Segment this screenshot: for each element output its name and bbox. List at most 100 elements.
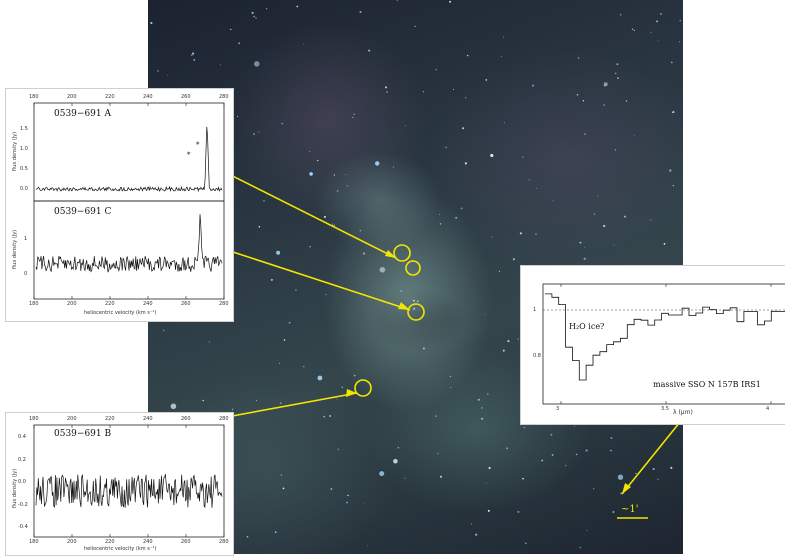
- star: [603, 224, 606, 228]
- star: [504, 122, 505, 124]
- y-tick-label-a: 0.5: [20, 166, 28, 172]
- star: [619, 13, 622, 16]
- star: [333, 174, 336, 176]
- top-tick-label-b: 180: [29, 416, 39, 422]
- star: [507, 340, 510, 343]
- y-tick-label-b: 0.2: [18, 456, 26, 463]
- star: [317, 375, 323, 381]
- y-tick-label-a: 0.0: [20, 186, 28, 192]
- star: [633, 29, 635, 31]
- star: [522, 156, 524, 158]
- star: [414, 25, 416, 28]
- star: [582, 100, 585, 102]
- star: [464, 162, 467, 165]
- source-b-label: 0539−691 B: [54, 429, 112, 439]
- ir-spectrum-trace: [545, 293, 785, 381]
- star: [669, 169, 672, 172]
- star: [362, 252, 365, 255]
- arrowhead-c: [398, 302, 410, 310]
- star: [462, 127, 465, 130]
- arrowhead-b: [346, 389, 357, 397]
- star: [635, 472, 637, 475]
- star: [337, 448, 339, 450]
- star: [617, 77, 619, 80]
- star: [656, 20, 659, 23]
- star: [671, 61, 673, 64]
- star: [541, 459, 544, 462]
- star: [380, 71, 382, 73]
- bottom-tick-label: 180: [29, 301, 39, 307]
- star: [670, 466, 673, 469]
- top-tick-label: 200: [67, 94, 77, 100]
- x-axis-label: heliocentric velocity (km s⁻¹): [84, 310, 157, 316]
- star: [657, 39, 659, 41]
- star: [362, 502, 364, 504]
- star: [413, 307, 416, 310]
- star: [352, 116, 354, 119]
- y-tick-label-b: -0.2: [18, 501, 28, 508]
- star: [455, 216, 458, 219]
- star: [280, 474, 282, 476]
- ir-spectrum-panel: H₂O ice? massive SSO N 157B IRS1 λ (μm) …: [520, 265, 785, 425]
- star: [265, 8, 268, 10]
- star: [367, 545, 368, 547]
- star: [359, 230, 361, 232]
- source-c-label: 0539−691 C: [54, 207, 112, 217]
- star: [368, 49, 371, 52]
- star: [283, 339, 286, 341]
- star: [613, 244, 615, 246]
- star: [258, 131, 260, 133]
- star: [445, 146, 447, 149]
- star: [512, 258, 515, 261]
- star: [347, 494, 349, 497]
- top-tick-label-b: 200: [67, 416, 77, 422]
- star: [422, 91, 424, 93]
- star: [522, 477, 524, 480]
- star: [550, 433, 553, 436]
- star: [465, 97, 467, 99]
- star: [302, 365, 305, 368]
- marker-circle-a2: [405, 260, 421, 276]
- star: [612, 511, 615, 513]
- y-tick-label-a: 1.0: [20, 146, 28, 152]
- star: [614, 149, 617, 151]
- star: [220, 64, 221, 66]
- star: [603, 82, 608, 87]
- star: [450, 387, 452, 388]
- star: [386, 91, 388, 93]
- star: [422, 347, 425, 350]
- star: [475, 533, 478, 536]
- marker-circle-a: [393, 244, 411, 262]
- star: [503, 36, 504, 38]
- spectrum-panel-ac: * * 0539−691 A 0539−691 C flux density (…: [5, 88, 234, 322]
- spectrum-trace-a: [36, 126, 223, 193]
- star: [488, 466, 491, 470]
- star: [379, 267, 386, 273]
- star: [413, 299, 415, 302]
- star: [303, 43, 305, 45]
- star: [236, 116, 238, 117]
- y-tick-label-a: 1.5: [20, 126, 28, 132]
- top-tick-label-b: 240: [143, 416, 153, 422]
- star: [460, 207, 463, 210]
- star: [679, 41, 681, 43]
- star: [577, 57, 580, 59]
- star: [253, 61, 260, 67]
- star: [487, 509, 490, 512]
- ir-x-axis-label: λ (μm): [673, 409, 693, 416]
- star: [584, 247, 586, 248]
- star: [652, 468, 655, 470]
- star: [208, 341, 210, 343]
- star: [471, 523, 473, 525]
- star: [279, 362, 280, 364]
- star: [620, 492, 623, 495]
- star: [323, 215, 326, 218]
- ir-y-tick-label: 0.8: [533, 353, 541, 359]
- star: [586, 530, 588, 532]
- star: [672, 184, 674, 187]
- star: [650, 32, 652, 34]
- star: [332, 223, 334, 225]
- star: [506, 447, 509, 450]
- star: [604, 85, 606, 87]
- arrowhead-ir: [622, 483, 631, 494]
